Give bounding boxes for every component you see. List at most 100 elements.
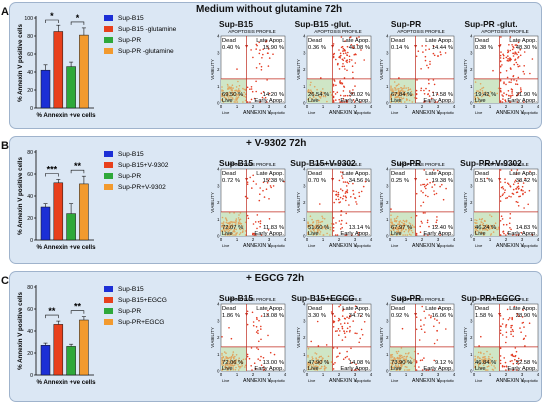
event-dot (265, 188, 268, 190)
event-dot (339, 55, 341, 58)
event-dot (409, 356, 412, 359)
event-dot (439, 234, 441, 236)
event-dot (519, 195, 521, 198)
event-dot (335, 356, 338, 358)
profile-y-tick-label: 2 (386, 67, 389, 72)
event-dot (346, 61, 348, 64)
event-dot (363, 321, 366, 323)
profile-y-tick-label: 3 (217, 50, 220, 55)
live-value: 46.84 % (475, 360, 496, 366)
event-dot (405, 87, 407, 89)
event-dot (517, 41, 520, 44)
event-dot (355, 37, 358, 39)
event-dot (226, 361, 229, 364)
event-dot (435, 192, 438, 195)
event-dot (529, 72, 531, 75)
event-dot (403, 230, 406, 233)
event-dot (503, 92, 505, 94)
event-dot (474, 231, 477, 234)
profile-x-tick-label: 1 (489, 104, 492, 109)
event-dot (484, 362, 487, 364)
event-dot (343, 65, 346, 68)
event-dot (430, 315, 432, 317)
dead-label: Dead (308, 171, 322, 177)
event-dot (345, 185, 348, 187)
event-dot (390, 89, 392, 92)
event-dot (429, 63, 431, 65)
event-dot (321, 220, 323, 223)
event-dot (311, 356, 314, 358)
event-dot (341, 101, 344, 103)
event-dot (505, 93, 508, 96)
event-dot (488, 362, 491, 365)
event-dot (350, 347, 352, 350)
event-dot (222, 101, 225, 103)
event-dot (237, 80, 239, 83)
event-dot (341, 58, 344, 61)
event-dot (480, 352, 482, 354)
event-dot (396, 96, 398, 99)
event-dot (227, 97, 230, 99)
event-dot (442, 198, 445, 201)
event-dot (316, 367, 318, 370)
event-dot (522, 309, 524, 311)
profile-x-tick-label: 2 (338, 237, 341, 242)
event-dot (241, 225, 244, 227)
event-dot (510, 330, 512, 333)
event-dot (436, 216, 438, 218)
event-dot (244, 195, 247, 198)
event-dot (261, 96, 264, 99)
event-dot (482, 364, 485, 367)
event-dot (441, 183, 443, 186)
event-dot (346, 59, 349, 61)
event-dot (500, 325, 502, 328)
event-dot (503, 81, 505, 83)
event-dot (345, 222, 348, 224)
event-dot (236, 97, 239, 99)
sample-title: Sup-B15 (219, 293, 253, 303)
event-dot (255, 43, 258, 46)
profile-x-tick-label: 1 (405, 104, 408, 109)
live-label: Live (391, 98, 402, 104)
event-dot (514, 53, 516, 55)
event-dot (505, 223, 508, 226)
profile-y-tick-label: 1 (303, 84, 306, 89)
event-dot (505, 341, 507, 344)
profile-y-tick-label: 1 (217, 352, 220, 357)
sample-title: Sup-B15+EGCG (291, 293, 355, 303)
panel-letter-c: C (1, 275, 9, 287)
event-dot (344, 68, 346, 70)
profile-x-tick-label: 3 (268, 104, 271, 109)
event-dot (231, 232, 233, 235)
event-dot (484, 369, 487, 371)
event-dot (397, 350, 400, 353)
event-dot (432, 79, 435, 81)
profile-y-axis-label: VIABILITY (296, 59, 301, 80)
event-dot (266, 79, 268, 81)
profile-x-apoptotic-label: Apoptotic (268, 378, 285, 383)
event-dot (484, 229, 486, 231)
event-dot (354, 85, 356, 87)
event-dot (415, 97, 418, 100)
event-dot (483, 234, 485, 236)
event-dot (474, 362, 476, 365)
event-dot (344, 318, 347, 320)
event-dot (489, 359, 491, 362)
event-dot (422, 212, 425, 214)
event-dot (352, 47, 355, 49)
event-dot (341, 226, 344, 229)
event-dot (343, 101, 345, 103)
event-dot (323, 367, 326, 370)
event-dot (344, 195, 347, 197)
event-dot (228, 95, 231, 97)
event-dot (358, 341, 361, 344)
panel-title-b: + V-9302 72h (246, 138, 307, 149)
profile-y-tick-label: 4 (303, 34, 306, 39)
dead-value: 0.38 % (475, 45, 493, 51)
event-dot (422, 201, 425, 204)
dead-value: 1.58 % (475, 313, 493, 319)
event-dot (319, 221, 322, 224)
late-label: Late Apop. (256, 306, 284, 312)
event-dot (502, 53, 504, 56)
event-dot (251, 233, 254, 236)
